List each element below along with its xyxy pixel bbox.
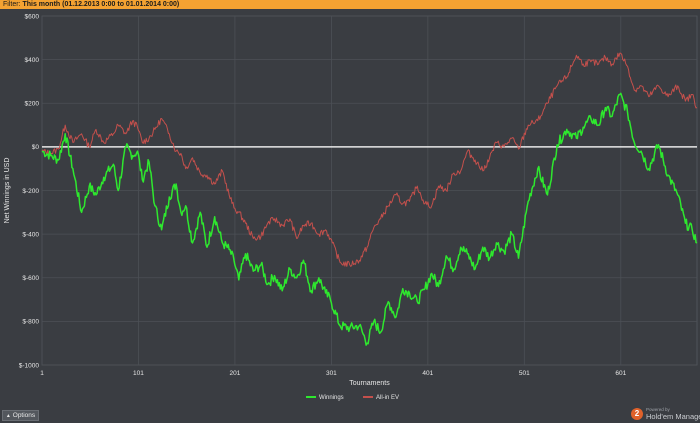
x-tick-label: 101 <box>133 370 144 377</box>
y-tick-label: $0 <box>32 144 40 151</box>
brand-name: Hold'em Manager <box>646 412 700 421</box>
options-label: Options <box>12 412 36 419</box>
powered-by-label: Powered by <box>646 407 670 412</box>
y-tick-label: $-600 <box>22 275 39 282</box>
series-line-allin-ev <box>41 52 698 267</box>
y-axis-label: Net Winnings in USD <box>4 158 11 224</box>
y-tick-label: $400 <box>25 57 40 64</box>
x-axis-label: Tournaments <box>349 380 390 387</box>
x-tick-label: 401 <box>422 370 433 377</box>
y-tick-label: $-1000 <box>19 362 40 369</box>
options-button[interactable]: ▲ Options <box>2 410 39 421</box>
legend-label: Winnings <box>319 395 344 401</box>
y-tick-label: $600 <box>25 13 40 20</box>
x-tick-label: 501 <box>519 370 530 377</box>
brand-logo: 2 Powered by Hold'em Manager <box>631 407 700 423</box>
x-tick-label: 201 <box>230 370 241 377</box>
hem-logo-icon: 2 <box>631 408 643 420</box>
legend-label: All-in EV <box>376 395 399 401</box>
y-tick-label: $-800 <box>22 319 39 326</box>
filter-value[interactable]: This month (01.12.2013 0:00 to 01.01.201… <box>22 1 180 8</box>
series-line-winnings <box>41 92 698 346</box>
filter-label: Filter: <box>3 1 21 8</box>
x-tick-label: 301 <box>326 370 337 377</box>
winnings-chart: 1 101 201 301 401 501 601 $600 $400 $200 $0 $-200 $-… <box>4 13 698 401</box>
caret-up-icon: ▲ <box>5 413 11 419</box>
y-tick-label: $200 <box>25 101 40 108</box>
y-tick-label: $-200 <box>22 188 39 195</box>
filter-bar[interactable]: Filter: This month (01.12.2013 0:00 to 0… <box>0 0 700 9</box>
y-tick-label: $-400 <box>22 231 39 238</box>
x-tick-label: 601 <box>615 370 626 377</box>
x-tick-label: 1 <box>40 370 44 377</box>
